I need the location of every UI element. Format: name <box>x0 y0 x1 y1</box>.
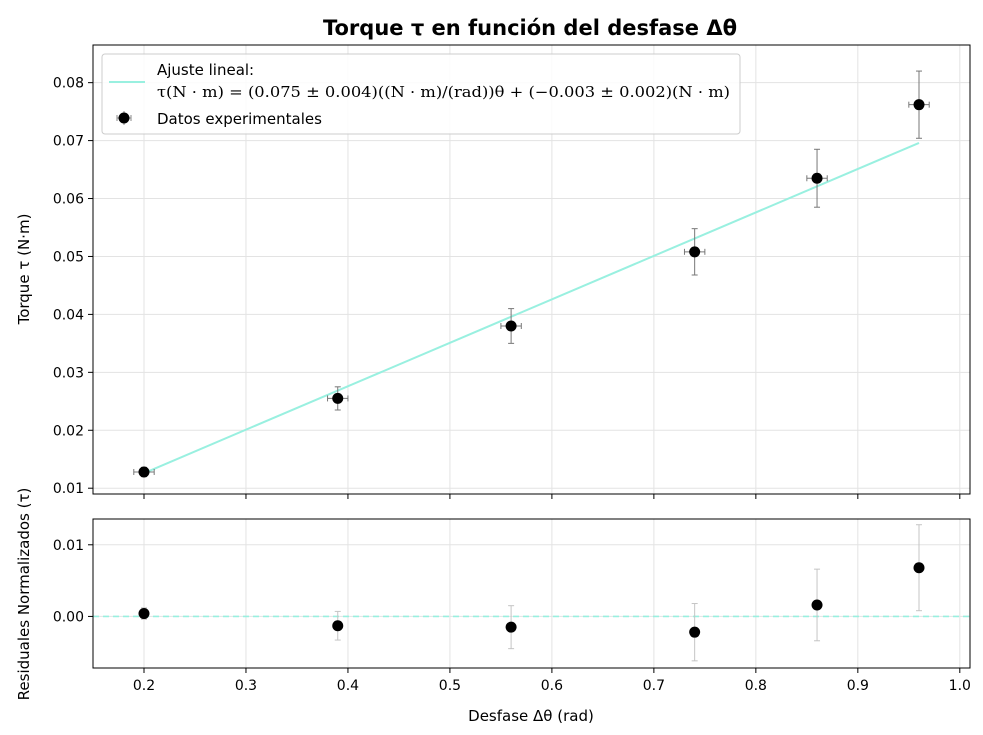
bottom-axes-frame <box>92 518 971 669</box>
x-tick-label: 0.4 <box>337 678 359 694</box>
x-axis-label: Desfase Δθ (rad) <box>468 707 594 725</box>
top-y-tick-label: 0.03 <box>53 365 84 381</box>
legend-fit-label-line1: Ajuste lineal: <box>157 61 254 79</box>
top-data-points <box>133 70 930 478</box>
bottom-data-points <box>138 524 925 662</box>
legend: Ajuste lineal: τ(N · m) = (0.075 ± 0.004… <box>101 53 741 135</box>
bottom-grid <box>93 519 970 668</box>
residual-point <box>689 626 701 638</box>
fit-line-group <box>143 141 920 475</box>
top-ticks: 0.01 0.02 0.03 0.04 0.05 0.06 0.07 0.08 <box>53 76 961 499</box>
chart-title: Torque τ en función del desfase Δθ <box>323 16 737 40</box>
data-point <box>505 320 517 332</box>
fit-line <box>143 141 920 475</box>
bottom-y-axis-label: Residuales Normalizados (τ) <box>15 488 33 701</box>
residual-point <box>138 608 150 620</box>
x-tick-label: 0.9 <box>847 678 869 694</box>
top-y-tick-label: 0.05 <box>53 249 84 265</box>
residual-point <box>913 562 925 574</box>
legend-data-label: Datos experimentales <box>157 110 322 128</box>
x-tick-label: 0.2 <box>133 678 155 694</box>
x-tick-label: 0.6 <box>541 678 563 694</box>
x-tick-label: 0.3 <box>235 678 257 694</box>
top-y-tick-label: 0.04 <box>53 307 84 323</box>
residual-point <box>811 599 823 611</box>
legend-data-swatch <box>116 111 132 125</box>
top-y-tick-label: 0.01 <box>53 481 84 497</box>
legend-fit-label-line2: τ(N · m) = (0.075 ± 0.004)((N · m)/(rad)… <box>157 83 730 101</box>
residual-point <box>505 621 517 633</box>
data-point <box>811 172 823 184</box>
top-y-tick-label: 0.08 <box>53 76 84 92</box>
top-y-tick-label: 0.06 <box>53 192 84 208</box>
x-tick-label: 0.5 <box>439 678 461 694</box>
top-axes-frame <box>92 44 971 495</box>
data-point <box>689 246 701 258</box>
residual-point <box>332 620 344 632</box>
data-point <box>138 466 150 478</box>
top-y-axis-label: Torque τ (N·m) <box>15 214 33 326</box>
top-y-tick-label: 0.07 <box>53 134 84 150</box>
x-tick-label: 1.0 <box>949 678 971 694</box>
x-tick-label: 0.8 <box>745 678 767 694</box>
bottom-y-tick-label: 0.00 <box>53 609 84 625</box>
top-y-tick-label: 0.02 <box>53 423 84 439</box>
bottom-ticks: 0.2 0.3 0.4 0.5 0.6 0.7 0.8 0.9 1.0 0.00 0.01 <box>53 538 971 694</box>
data-point <box>332 392 344 404</box>
bottom-y-tick-label: 0.01 <box>53 538 84 554</box>
x-tick-label: 0.7 <box>643 678 665 694</box>
legend-box <box>101 53 741 135</box>
data-point <box>913 99 925 111</box>
